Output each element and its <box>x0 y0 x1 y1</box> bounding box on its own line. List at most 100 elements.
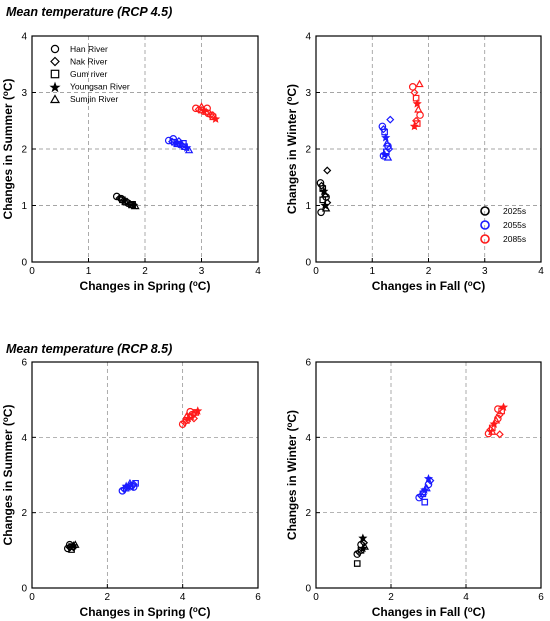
legend-item-nak-river: Nak River <box>50 56 107 67</box>
legend-label: Youngsan River <box>70 82 130 92</box>
data-point-2025s <box>129 201 136 208</box>
data-point-2085s <box>182 412 191 420</box>
data-point-2055s <box>169 135 178 143</box>
x-tick-label: 2 <box>142 266 148 277</box>
data-point-2055s <box>379 151 388 160</box>
legend-label: Han River <box>70 44 108 54</box>
chart-rcp85-fall-winter: 0 2 4 6 0 2 4 6 Changes in Fall (oC) Changes in W… <box>285 358 545 620</box>
data-point-2085s <box>498 402 509 412</box>
legend-item-gum-river: Gum river <box>50 69 107 79</box>
data-point-2025s <box>131 201 140 210</box>
data-point-2055s <box>125 478 135 487</box>
data-point-2055s <box>386 115 395 124</box>
data-point-2085s <box>412 94 420 102</box>
y-tick-label: 0 <box>305 258 311 269</box>
data-point-2055s <box>129 483 138 491</box>
y-axis-label: Changes in Winter (oC) <box>285 84 300 214</box>
data-point-2085s <box>197 102 206 110</box>
x-tick-label: 4 <box>538 266 544 277</box>
data-point-2025s <box>112 192 121 201</box>
data-point-2055s <box>381 132 391 142</box>
x-tick-label: 4 <box>180 592 186 603</box>
data-point-2025s <box>323 166 332 175</box>
data-point-2025s <box>360 542 369 550</box>
legend-label: Gum river <box>70 69 107 79</box>
legend-item-sumjin-river: Sumjin River <box>49 94 118 104</box>
data-point-2025s <box>353 560 361 567</box>
marker-legend: Han River Nak River Gum river Youngsan R… <box>49 44 130 104</box>
data-point-2085s <box>193 406 203 415</box>
data-point-2055s <box>418 487 428 496</box>
circle-marker-icon <box>480 206 490 216</box>
chart-rcp45-spring-summer: 0 1 2 3 4 0 1 2 3 4 Changes in Spring (oC) Changes … <box>1 32 262 294</box>
data-point-2085s <box>211 114 221 123</box>
data-point-2085s <box>409 121 419 131</box>
heading-rcp45: Mean temperature (RCP 4.5) <box>6 5 172 19</box>
data-point-2085s <box>186 407 195 416</box>
chart-rcp85-spring-summer: 0 2 4 6 0 2 4 6 Changes in Spring (oC) Changes in… <box>1 358 262 620</box>
data-point-2055s <box>423 474 434 483</box>
data-point-2055s <box>184 145 194 154</box>
x-tick-label: 3 <box>199 266 205 277</box>
legend-item-youngsan-river: Youngsan River <box>49 81 130 93</box>
data-point-2025s <box>317 181 326 190</box>
y-tick-label: 2 <box>21 508 27 519</box>
y-tick-label: 2 <box>21 145 27 156</box>
data-point-2055s <box>379 125 388 134</box>
legend-item-han-river: Han River <box>50 44 108 54</box>
data-point-2085s <box>495 430 504 439</box>
legend-label: Nak River <box>70 57 107 67</box>
y-tick-label: 1 <box>305 201 311 212</box>
y-axis-label: Changes in Summer (oC) <box>1 79 16 220</box>
heading-rcp85: Mean temperature (RCP 8.5) <box>6 342 172 356</box>
y-tick-label: 3 <box>21 88 27 99</box>
diamond-marker-icon <box>50 56 60 67</box>
x-tick-label: 0 <box>29 592 35 603</box>
y-tick-label: 4 <box>305 32 311 43</box>
plot-frame <box>315 361 542 589</box>
y-tick-label: 4 <box>305 433 311 444</box>
x-tick-label: 2 <box>105 592 111 603</box>
x-tick-label: 1 <box>86 266 92 277</box>
data-point-2055s <box>421 498 429 506</box>
legend-label: 2025s <box>503 206 526 216</box>
x-tick-label: 0 <box>313 266 319 277</box>
data-point-2025s <box>321 203 331 212</box>
x-axis-label: Changes in Fall (oC) <box>372 279 486 294</box>
data-point-2025s <box>68 546 75 553</box>
data-point-2025s <box>359 538 369 547</box>
x-axis-label: Changes in Spring (oC) <box>80 605 211 620</box>
y-tick-label: 6 <box>21 358 27 369</box>
data-point-2025s <box>358 533 368 543</box>
x-tick-label: 0 <box>313 592 319 603</box>
triangle-marker-icon <box>49 94 61 104</box>
data-point-2085s <box>208 111 217 120</box>
y-tick-label: 0 <box>305 584 311 595</box>
data-point-2085s <box>412 116 421 125</box>
data-point-2025s <box>122 197 131 206</box>
star-marker-icon <box>49 81 61 93</box>
y-tick-label: 4 <box>21 32 27 43</box>
legend-item-2025s: 2025s <box>480 206 526 216</box>
chart-rcp45-fall-winter: 0 1 2 3 4 0 1 2 3 4 Changes in Fall (oC) Changes in… <box>285 32 545 294</box>
plot-frame <box>31 361 259 589</box>
data-point-2085s <box>415 79 424 88</box>
legend-label: 2085s <box>503 234 526 244</box>
data-point-2085s <box>189 414 199 423</box>
x-tick-label: 0 <box>29 266 35 277</box>
data-point-2025s <box>69 543 78 552</box>
period-legend: 2025s 2055s 2085s <box>480 206 526 244</box>
y-tick-label: 2 <box>305 508 311 519</box>
x-tick-label: 6 <box>255 592 261 603</box>
data-point-2055s <box>180 140 187 147</box>
x-axis-label: Changes in Fall (oC) <box>372 605 486 620</box>
data-point-2025s <box>117 194 126 203</box>
y-axis-label: Changes in Summer (oC) <box>1 405 16 546</box>
y-tick-label: 4 <box>21 433 27 444</box>
y-tick-label: 2 <box>305 145 311 156</box>
y-tick-label: 6 <box>305 358 311 369</box>
y-tick-label: 0 <box>21 258 27 269</box>
circle-marker-icon <box>480 220 490 230</box>
data-point-2085s <box>414 105 423 113</box>
